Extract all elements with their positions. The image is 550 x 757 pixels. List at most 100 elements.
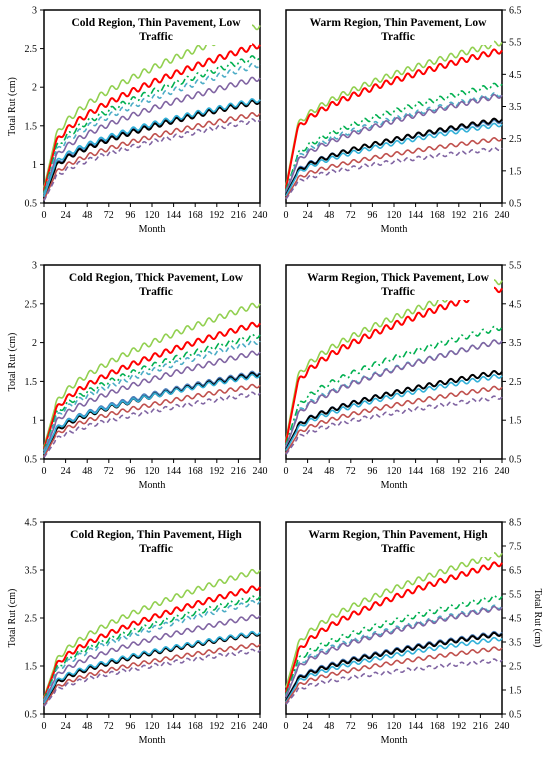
- y-tick-label: 3.5: [509, 638, 522, 649]
- x-tick-label: 144: [408, 466, 423, 477]
- chart-title: Warm Region, Thin Pavement, Low: [310, 17, 487, 29]
- series-line-1: [43, 302, 261, 447]
- x-tick-label: 192: [209, 721, 224, 732]
- x-tick-label: 240: [253, 210, 268, 221]
- x-tick-label: 24: [61, 721, 71, 732]
- x-tick-label: 144: [166, 466, 181, 477]
- series-line-3: [285, 82, 503, 191]
- series-line-6: [285, 370, 503, 450]
- x-tick-label: 72: [104, 466, 114, 477]
- x-tick-label: 120: [145, 721, 160, 732]
- y-tick-label: 6.5: [509, 6, 522, 17]
- chart-title: Traffic: [381, 31, 415, 43]
- y-tick-label: 3.5: [509, 102, 522, 113]
- series-line-1: [285, 552, 503, 688]
- series-line-4: [43, 339, 261, 452]
- series-line-5: [285, 339, 503, 448]
- x-tick-label: 72: [104, 210, 114, 221]
- series-line-8: [285, 374, 503, 451]
- x-tick-label: 144: [408, 210, 423, 221]
- title-background: [298, 14, 494, 45]
- chart-title: Traffic: [139, 543, 173, 555]
- x-tick-label: 96: [367, 210, 377, 221]
- chart-panel-3: 0 24 48 72 96 120 144 168 192 216 240 0.5 1 1.5 2 2.5 3 M…: [7, 261, 268, 492]
- series-line-7: [43, 371, 261, 456]
- y-tick-label: 3.5: [509, 338, 522, 349]
- x-tick-label: 96: [367, 721, 377, 732]
- y-tick-label: 1: [32, 160, 37, 171]
- x-tick-label: 240: [495, 210, 510, 221]
- x-tick-label: 24: [303, 210, 313, 221]
- y-tick-label: 0.5: [25, 455, 38, 466]
- series-line-9: [43, 642, 261, 706]
- x-tick-label: 24: [61, 210, 71, 221]
- series-line-1: [43, 568, 261, 698]
- y-tick-label: 4.5: [509, 614, 522, 625]
- series-line-5: [285, 93, 503, 193]
- chart-title: Traffic: [381, 286, 415, 298]
- x-axis-label: Month: [381, 735, 408, 746]
- series-line-5: [43, 350, 261, 454]
- x-tick-label: 0: [284, 466, 289, 477]
- x-tick-label: 96: [125, 721, 135, 732]
- chart-title: Traffic: [381, 543, 415, 555]
- x-tick-label: 0: [284, 210, 289, 221]
- x-tick-label: 48: [324, 210, 334, 221]
- y-tick-label: 2.5: [25, 614, 38, 625]
- series-line-2: [285, 561, 503, 693]
- series-line-10: [285, 658, 503, 705]
- x-tick-label: 120: [145, 210, 160, 221]
- x-tick-label: 24: [61, 466, 71, 477]
- y-tick-label: 2.5: [25, 299, 38, 310]
- x-tick-label: 240: [495, 466, 510, 477]
- series-line-3: [43, 595, 261, 700]
- title-background: [56, 269, 252, 300]
- x-tick-label: 216: [473, 466, 488, 477]
- x-tick-label: 0: [42, 466, 47, 477]
- series-line-4: [43, 62, 261, 195]
- x-tick-label: 24: [303, 721, 313, 732]
- x-tick-label: 96: [125, 466, 135, 477]
- x-tick-label: 0: [42, 210, 47, 221]
- y-tick-label: 4.5: [509, 299, 522, 310]
- y-tick-label: 4.5: [509, 70, 522, 81]
- series-line-8: [43, 630, 261, 704]
- y-tick-label: 0.5: [509, 455, 522, 466]
- series-line-2: [285, 48, 503, 189]
- x-tick-label: 72: [346, 466, 356, 477]
- x-axis-label: Month: [139, 735, 166, 746]
- title-background: [56, 14, 252, 45]
- x-tick-label: 120: [145, 466, 160, 477]
- x-tick-label: 192: [209, 466, 224, 477]
- chart-panel-5: 0 24 48 72 96 120 144 168 192 216 240 0.5 1.5 2.5 3.5 4…: [7, 518, 268, 747]
- series-line-9: [43, 111, 261, 201]
- chart-title: Warm Region, Thin Pavement, High: [308, 529, 488, 541]
- x-tick-label: 168: [430, 466, 445, 477]
- chart-title: Traffic: [139, 286, 173, 298]
- series-line-4: [285, 604, 503, 697]
- y-tick-label: 1.5: [25, 662, 38, 673]
- y-tick-label: 3.5: [25, 566, 38, 577]
- y-tick-label: 0.5: [509, 199, 522, 210]
- series-line-4: [43, 599, 261, 701]
- y-tick-label: 1.5: [25, 121, 38, 132]
- series-line-6: [285, 119, 503, 195]
- y-tick-label: 5.5: [509, 261, 522, 272]
- series-line-9: [285, 385, 503, 454]
- x-tick-label: 48: [82, 466, 92, 477]
- chart-panel-1: 0 24 48 72 96 120 144 168 192 216 240 0.5 1 1.5 2 2.5 3 M…: [7, 6, 268, 236]
- y-tick-label: 5.5: [509, 590, 522, 601]
- y-tick-label: 2.5: [509, 662, 522, 673]
- series-line-6: [43, 370, 261, 455]
- x-axis-label: Month: [381, 480, 408, 491]
- title-background: [298, 269, 494, 300]
- series-line-10: [285, 146, 503, 200]
- x-tick-label: 216: [231, 721, 246, 732]
- series-line-3: [43, 55, 261, 194]
- x-tick-label: 168: [430, 721, 445, 732]
- y-tick-label: 4.5: [25, 518, 38, 529]
- x-tick-label: 144: [408, 721, 423, 732]
- x-tick-label: 48: [82, 721, 92, 732]
